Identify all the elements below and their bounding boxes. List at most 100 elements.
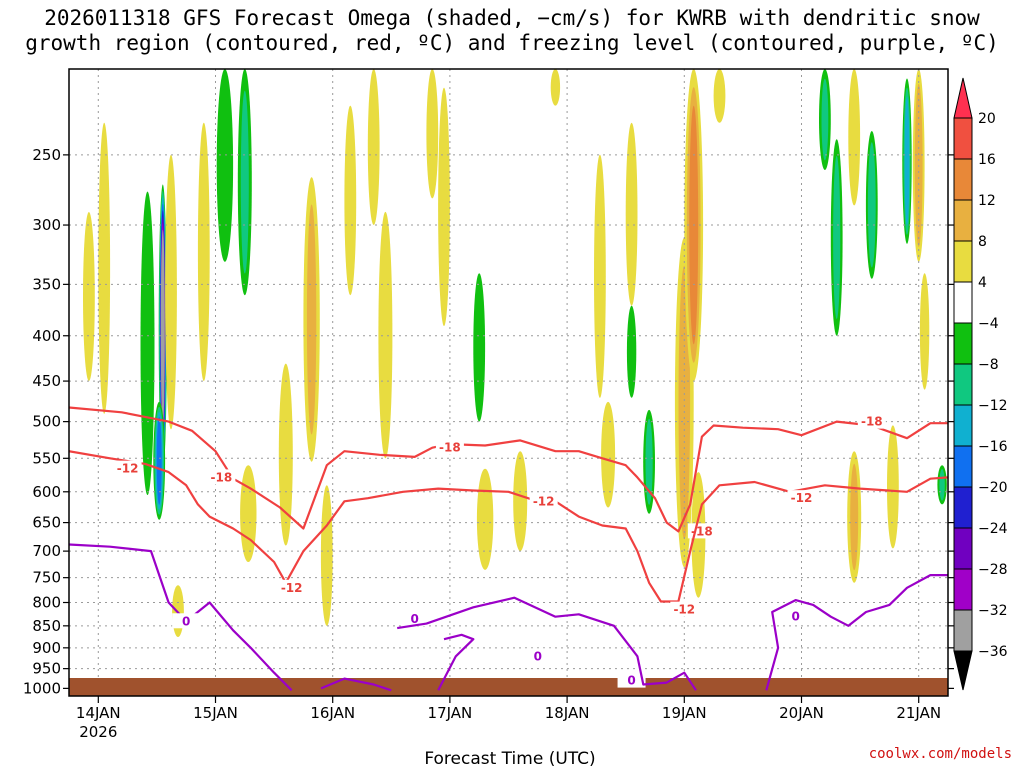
omega-cell-15-0 [367, 69, 380, 225]
omega-cell-32-1 [821, 78, 829, 161]
y-tick-label-750: 750 [32, 569, 61, 587]
contour-label-bg-2-1 [400, 610, 429, 626]
y-tick-label-400: 400 [32, 327, 61, 345]
omega-cell-24-0 [601, 401, 616, 508]
plot-frame [68, 68, 949, 697]
contour-label-bg-0-3 [857, 413, 886, 429]
colorbar-box-9 [953, 486, 973, 529]
y-tick-label-450: 450 [32, 372, 61, 390]
omega-cell-40-0 [919, 273, 930, 390]
colorbar-label-7: −12 [978, 398, 1008, 414]
contour-1 [69, 450, 948, 603]
omega-cell-19-0 [473, 273, 486, 422]
colorbar-label-3: 8 [978, 234, 987, 250]
y-tick-label-500: 500 [32, 413, 61, 431]
contour-label-2-2: 0 [534, 649, 542, 663]
colorbar-label-1: 16 [978, 152, 996, 168]
colorbar-box-5 [953, 322, 973, 365]
colorbar-bottom-arrow [953, 650, 973, 691]
omega-cell-33-1 [833, 155, 841, 320]
contour-label-bg-1-1 [277, 579, 306, 595]
omega-cell-20-0 [476, 468, 494, 570]
colorbar-box-3 [953, 240, 973, 283]
contour-label-2-1: 0 [411, 612, 419, 626]
omega-cell-16-0 [378, 211, 393, 459]
omega-cell-13-0 [320, 485, 333, 626]
contour-label-bg-0-1 [435, 439, 464, 455]
ground-layer [69, 678, 948, 696]
x-tick-label-20JAN: 20JAN [779, 704, 824, 722]
omega-shading [83, 69, 947, 637]
omega-cell-8-0 [216, 69, 234, 262]
contour-label-bg-2-0 [172, 613, 201, 629]
colorbar-box-1 [953, 158, 973, 201]
colorbar-label-2: 12 [978, 193, 996, 209]
x-tick-label-18JAN: 18JAN [545, 704, 590, 722]
colorbar-label-13: −36 [978, 644, 1008, 660]
contour-2 [69, 543, 293, 692]
colorbar-label-11: −28 [978, 562, 1008, 578]
omega-cell-1-0 [98, 122, 111, 414]
colorbar-label-9: −20 [978, 480, 1008, 496]
omega-cell-34-0 [848, 69, 861, 206]
contour-label-bg-1-0 [113, 460, 142, 476]
omega-cell-27-0 [626, 305, 637, 398]
omega-cell-3-7 [160, 229, 165, 427]
y-tick-label-250: 250 [32, 146, 61, 164]
colorbar-box-11 [953, 568, 973, 611]
contour-label-1-1: -12 [281, 581, 303, 595]
contour-label-0-3: -18 [861, 415, 883, 429]
omega-cell-22-0 [550, 69, 561, 106]
x-tick-year: 2026 [79, 723, 117, 741]
contour-label-bg-2-3 [617, 672, 646, 688]
y-axis: 250 300 350 400 450 500 550 600 650 700 750 800 850 9… [23, 146, 954, 697]
colorbar-label-5: −4 [978, 316, 999, 332]
y-tick-label-800: 800 [32, 594, 61, 612]
contour-label-1-0: -12 [117, 462, 139, 476]
omega-cell-25-0 [625, 122, 638, 306]
omega-cell-41-1 [939, 469, 945, 501]
omega-cell-7-0 [197, 122, 210, 381]
colorbar-label-6: −8 [978, 357, 999, 373]
colorbar: 20 16 12 8 4 −4 −8 −12 −16 −20 −24 −28 −32 −36 [953, 77, 1008, 691]
omega-cell-5-0 [165, 154, 177, 430]
contour-label-bg-2-2 [523, 648, 552, 664]
omega-cell-21-0 [513, 451, 528, 552]
y-tick-label-550: 550 [32, 449, 61, 467]
omega-cell-38-2 [904, 96, 910, 226]
contour-4 [397, 596, 697, 691]
y-tick-label-300: 300 [32, 216, 61, 234]
y-tick-label-1000: 1000 [23, 679, 61, 697]
colorbar-box-12 [953, 609, 973, 652]
omega-cell-11-0 [278, 363, 293, 546]
contour-label-bg-1-3 [670, 601, 699, 617]
credit-text: coolwx.com/models [869, 746, 1012, 762]
y-tick-label-600: 600 [32, 483, 61, 501]
omega-cell-36-1 [867, 142, 876, 268]
y-tick-label-700: 700 [32, 542, 61, 560]
title-line-1: 2026011318 GFS Forecast Omega (shaded, −… [44, 6, 980, 30]
contour-0 [69, 406, 948, 533]
omega-cell-4-3 [156, 416, 162, 505]
omega-cell-12-1 [306, 204, 317, 435]
omega-cell-10-0 [240, 465, 257, 562]
x-tick-label-14JAN: 14JAN [76, 704, 121, 722]
y-tick-label-650: 650 [32, 514, 61, 532]
contour-label-0-1: -18 [439, 441, 461, 455]
omega-cell-31-0 [713, 69, 726, 123]
omega-cell-9-1 [240, 90, 249, 274]
omega-cell-35-1 [850, 463, 859, 571]
contour-label-2-4: 0 [791, 610, 799, 624]
contour-label-1-2: -12 [533, 494, 555, 508]
omega-cell-17-0 [426, 69, 439, 199]
colorbar-box-0 [953, 117, 973, 160]
y-tick-label-950: 950 [32, 660, 61, 678]
contour-label-0-0: -18 [211, 470, 233, 484]
contour-label-bg-1-2 [529, 493, 558, 509]
y-tick-label-350: 350 [32, 275, 61, 293]
colorbar-box-10 [953, 527, 973, 570]
colorbar-label-10: −24 [978, 521, 1008, 537]
colorbar-label-0: 20 [978, 111, 996, 127]
